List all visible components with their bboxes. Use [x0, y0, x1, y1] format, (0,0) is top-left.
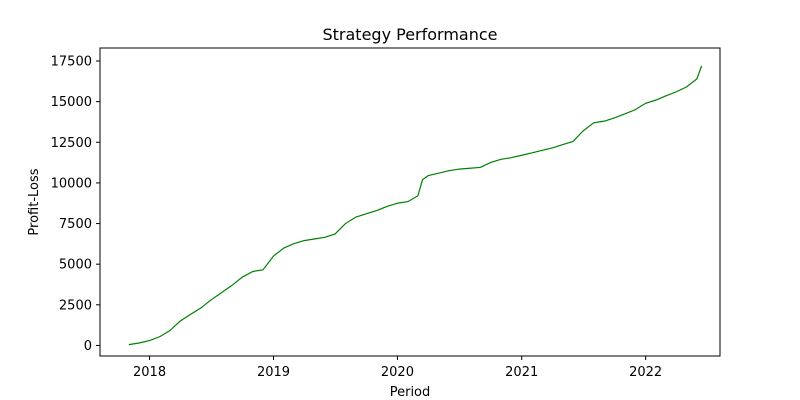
x-tick-label: 2018 — [133, 365, 166, 380]
plot-area — [99, 47, 721, 357]
chart-title: Strategy Performance — [322, 25, 497, 44]
y-tick-label: 12500 — [51, 136, 92, 151]
x-axis-title: Period — [390, 385, 431, 400]
y-tick-label: 7500 — [59, 217, 92, 232]
y-tick-label: 10000 — [51, 176, 92, 191]
y-tick-label: 0 — [84, 339, 92, 354]
x-tick-label: 2020 — [381, 365, 414, 380]
x-tick-label: 2021 — [505, 365, 538, 380]
y-tick-label: 5000 — [59, 258, 92, 273]
series-line — [128, 65, 703, 346]
y-axis-title: Profit-Loss — [27, 168, 42, 235]
y-tick-label: 17500 — [51, 55, 92, 70]
y-tick-label: 15000 — [51, 95, 92, 110]
y-axis: 0 2500 5000 7500 10000 12500 15000 17500 — [51, 55, 100, 354]
x-tick-label: 2022 — [629, 365, 662, 380]
x-axis: 2018 2019 2020 2021 2022 — [133, 356, 662, 380]
x-tick-label: 2019 — [257, 365, 290, 380]
y-tick-label: 2500 — [59, 298, 92, 313]
